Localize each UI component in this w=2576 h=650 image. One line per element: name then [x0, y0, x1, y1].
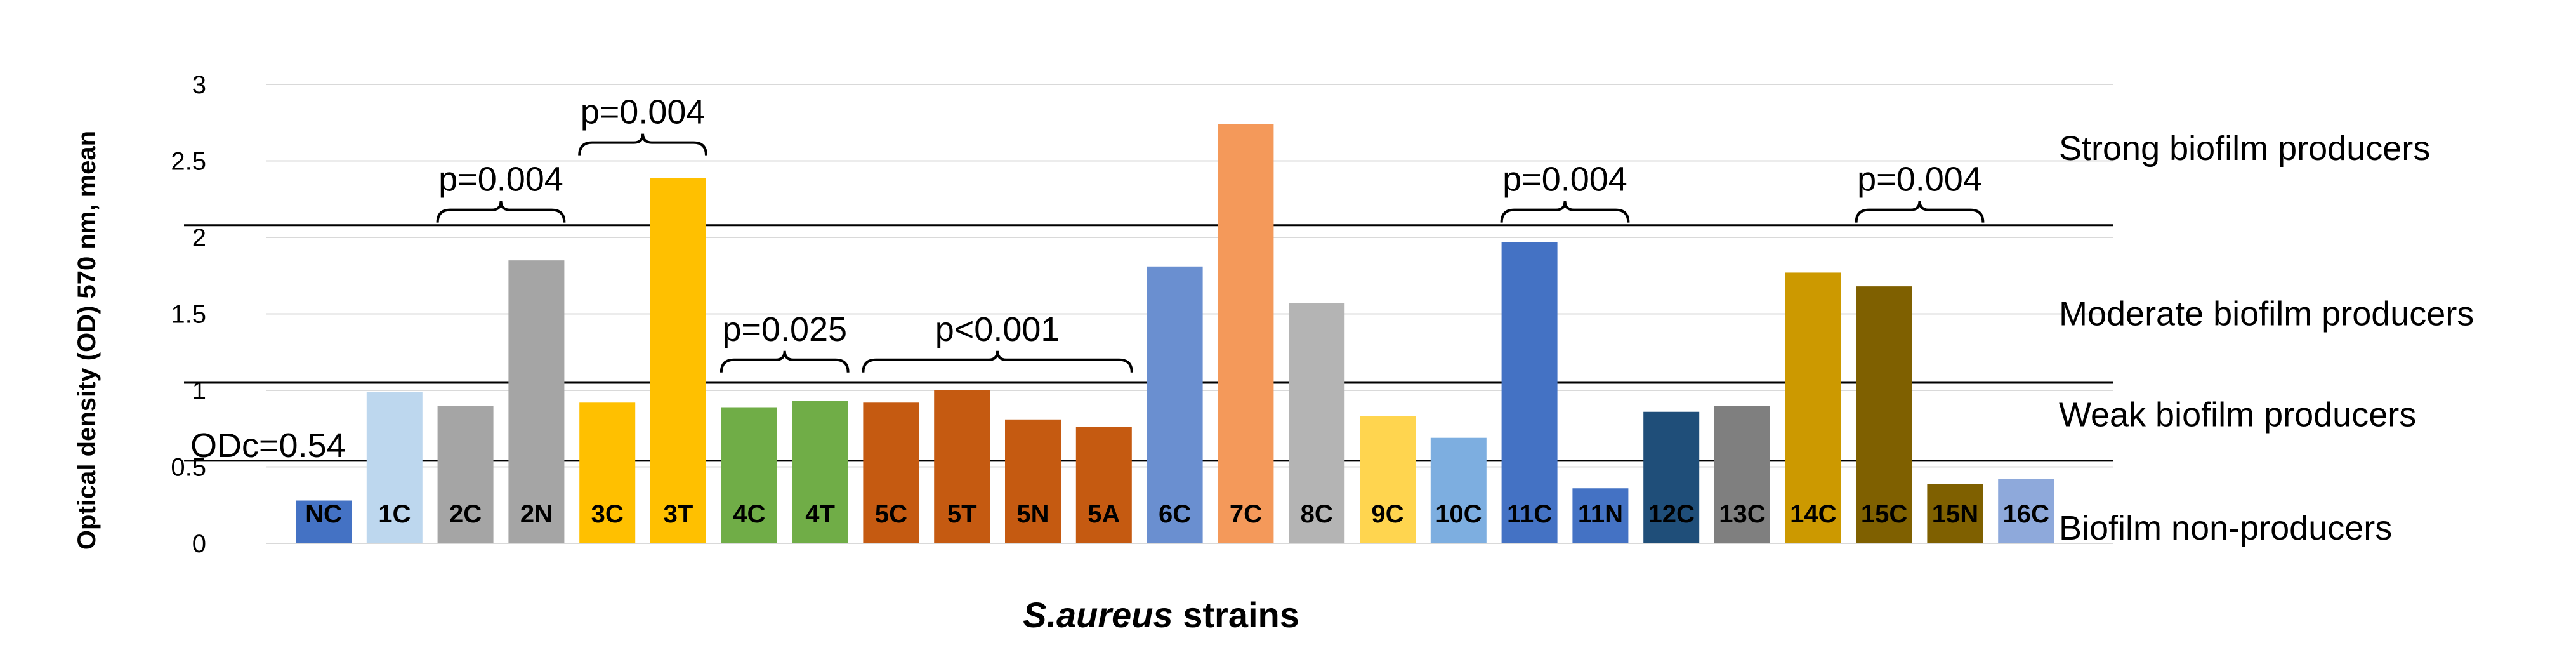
x-axis-title: S.aureus strains [1023, 595, 1299, 635]
bracket-label: p=0.004 [438, 161, 563, 199]
bracket-label: p<0.001 [935, 310, 1060, 348]
bar-12C [1643, 411, 1700, 543]
bar-11C [1501, 242, 1558, 543]
zone-label: Strong biofilm producers [2059, 129, 2430, 168]
y-axis-title: Optical density (OD) 570 nm, mean [73, 131, 101, 550]
category-label: 15N [1932, 500, 1978, 528]
x-axis-title-rest: strains [1173, 595, 1299, 635]
y-tick-label: 0 [192, 530, 206, 558]
bars [296, 124, 2054, 543]
bar-5N [1005, 419, 1061, 543]
bracket-label: p=0.025 [722, 310, 847, 348]
odc-label: ODc=0.54 [190, 427, 346, 465]
zone-label: Moderate biofilm producers [2059, 295, 2474, 333]
bar-1C [366, 392, 423, 543]
bar-4C [721, 407, 777, 543]
bar-7C [1218, 124, 1274, 543]
category-label: 5N [1016, 500, 1049, 528]
bar-2C [437, 406, 494, 543]
bracket [862, 350, 1133, 373]
category-label: 7C [1230, 500, 1262, 528]
x-axis-title-italic: S.aureus [1023, 595, 1173, 635]
category-label: 9C [1371, 500, 1403, 528]
category-label: 6C [1159, 500, 1191, 528]
category-label: 4C [733, 500, 765, 528]
y-tick-label: 1.5 [171, 301, 206, 329]
y-tick-label: 1 [192, 377, 206, 405]
bar-4T [792, 401, 848, 543]
bar-NC [296, 500, 352, 543]
category-label: 4T [805, 500, 835, 528]
category-label: 2C [449, 500, 482, 528]
bracket [1500, 201, 1630, 223]
category-label: 8C [1301, 500, 1333, 528]
category-label: 11N [1578, 500, 1623, 528]
zone-label: Weak biofilm producers [2059, 396, 2416, 434]
bar-15C [1856, 286, 1912, 543]
zone-labels: Strong biofilm producers Moderate biofilm… [2059, 129, 2474, 547]
category-label: 5C [875, 500, 907, 528]
category-label: 10C [1435, 500, 1482, 528]
bar-3T [650, 178, 706, 543]
bracket-label: p=0.004 [1857, 161, 1982, 199]
y-axis-ticks: 0 0.5 1 1.5 2 2.5 3 [171, 71, 206, 558]
bracket [720, 350, 850, 373]
category-label: 16C [2003, 500, 2049, 528]
category-label: 2N [520, 500, 553, 528]
bar-15N [1927, 484, 1983, 543]
bar-11N [1572, 488, 1629, 543]
y-tick-label: 0.5 [171, 454, 206, 482]
category-label: 14C [1790, 500, 1836, 528]
y-tick-label: 3 [192, 71, 206, 99]
bar-13C [1714, 406, 1770, 543]
category-label: 1C [378, 500, 411, 528]
y-tick-label: 2 [192, 224, 206, 252]
y-tick-label: 2.5 [171, 148, 206, 176]
bar-10C [1430, 437, 1487, 543]
category-label: 13C [1719, 500, 1765, 528]
bar-5A [1075, 427, 1132, 543]
bar-14C [1785, 272, 1841, 543]
bar-9C [1360, 416, 1416, 543]
bar-8C [1289, 303, 1345, 543]
category-label: 15C [1861, 500, 1907, 528]
bracket-label: p=0.004 [1502, 161, 1627, 199]
bar-3C [579, 402, 636, 543]
category-label: 3T [664, 500, 693, 528]
bracket-label: p=0.004 [581, 93, 706, 131]
bracket [578, 133, 707, 156]
category-label: 3C [591, 500, 624, 528]
bar-5C [863, 402, 919, 543]
bracket [436, 201, 566, 223]
category-label: NC [305, 500, 342, 528]
category-label: 12C [1648, 500, 1695, 528]
category-label: 5A [1088, 500, 1120, 528]
bar-6C [1147, 266, 1203, 543]
bar-5T [934, 390, 990, 543]
category-label: 11C [1507, 500, 1552, 528]
zone-label: Biofilm non-producers [2059, 509, 2392, 547]
significance-brackets: p=0.004 p=0.004 p=0.025 p<0.001 p=0.004 p=0.0… [436, 93, 1985, 373]
bar-2N [508, 260, 565, 543]
category-labels: NC 1C 2C 2N 3C 3T 4C 4T 5C 5T 5N 5A 6C 7C 8C 9C 10C 11C 11… [305, 500, 2049, 528]
bracket [1855, 201, 1985, 223]
category-label: 5T [947, 500, 977, 528]
bar-16C [1998, 479, 2054, 543]
